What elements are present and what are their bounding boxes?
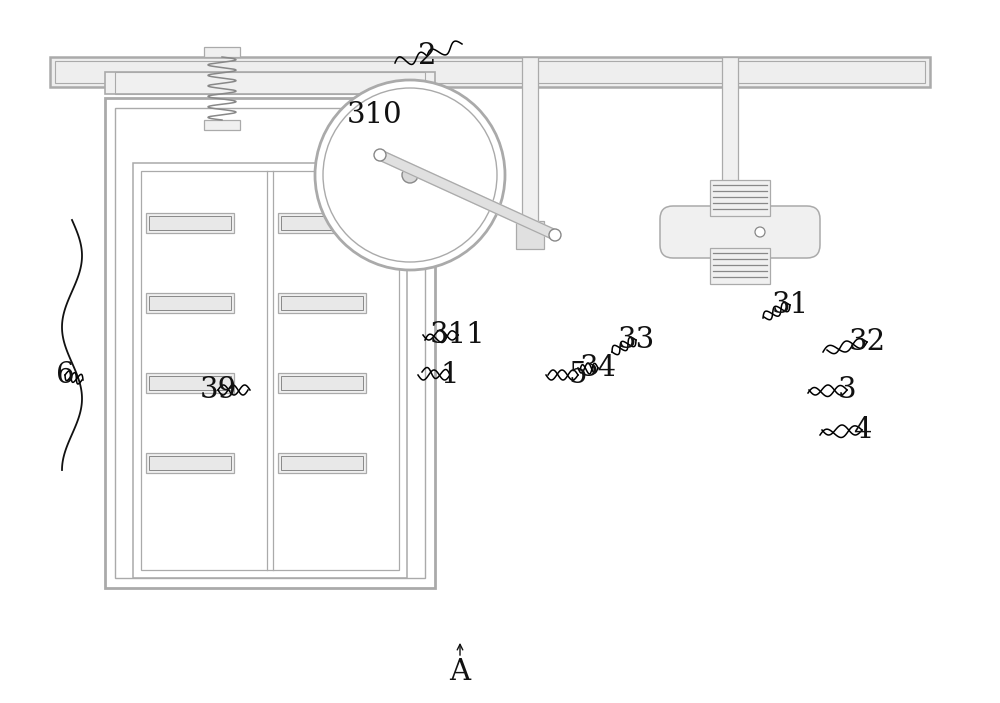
Bar	[281, 296, 363, 310]
Circle shape	[755, 227, 765, 237]
Bar	[146, 453, 234, 473]
Bar	[204, 120, 240, 130]
Circle shape	[374, 149, 386, 161]
Bar	[710, 180, 770, 216]
Text: 1: 1	[441, 361, 459, 389]
Bar	[522, 57, 538, 242]
Bar	[281, 216, 363, 230]
Bar	[141, 171, 399, 570]
Bar	[149, 456, 231, 470]
Bar	[149, 296, 231, 310]
Bar	[50, 57, 930, 87]
Bar	[281, 376, 363, 390]
Bar	[710, 248, 770, 284]
Text: 311: 311	[430, 321, 486, 349]
Bar	[278, 293, 366, 313]
Text: 2: 2	[418, 42, 436, 70]
Bar	[105, 98, 435, 588]
FancyBboxPatch shape	[660, 206, 820, 258]
Bar	[278, 373, 366, 393]
Bar	[278, 213, 366, 233]
Bar	[146, 373, 234, 393]
Text: 310: 310	[347, 101, 403, 129]
Bar	[149, 216, 231, 230]
Text: 5: 5	[569, 361, 587, 389]
Bar	[516, 221, 544, 249]
Text: 34: 34	[579, 354, 617, 382]
Polygon shape	[378, 150, 557, 240]
Bar	[115, 72, 425, 94]
Text: 39: 39	[199, 376, 237, 404]
Bar	[115, 108, 425, 578]
Text: 32: 32	[848, 328, 886, 356]
Bar	[146, 213, 234, 233]
Text: 33: 33	[617, 326, 655, 354]
Circle shape	[549, 229, 561, 241]
Bar	[204, 47, 240, 57]
Text: 4: 4	[853, 416, 871, 444]
Text: 3: 3	[838, 376, 856, 404]
Bar	[149, 376, 231, 390]
Bar	[55, 61, 925, 83]
Circle shape	[315, 80, 505, 270]
Text: 31: 31	[771, 291, 809, 319]
Bar	[146, 293, 234, 313]
Bar	[105, 72, 435, 94]
Bar	[281, 456, 363, 470]
Text: A: A	[449, 658, 471, 686]
Text: 6: 6	[56, 361, 74, 389]
Bar	[133, 163, 407, 578]
Circle shape	[402, 167, 418, 183]
Bar	[722, 57, 738, 232]
Bar	[278, 453, 366, 473]
